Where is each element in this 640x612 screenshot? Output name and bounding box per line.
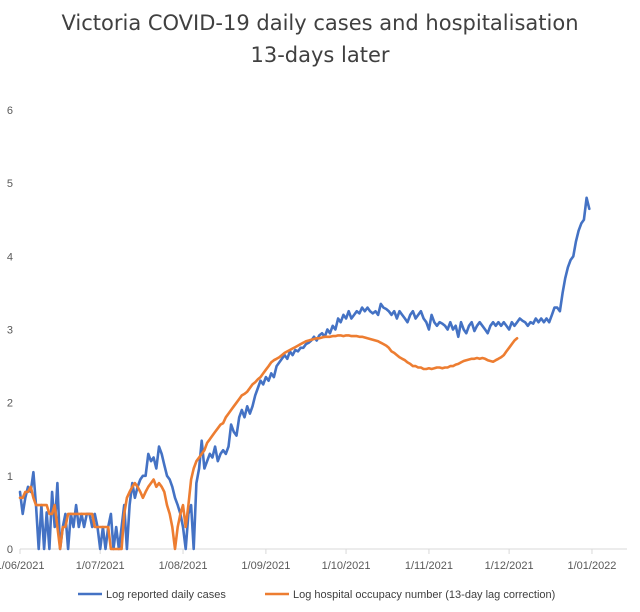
chart-subtitle: 13-days later [250,43,389,67]
legend: Log reported daily cases Log hospital occ… [78,589,555,601]
y-tick-label: 4 [7,251,13,263]
x-tick-label: 1/12/2021 [485,560,534,572]
x-tick-label: 1/01/2022 [567,560,616,572]
x-tick-label: 1/11/2021 [405,560,453,572]
chart-title: Victoria COVID-19 daily cases and hospit… [61,11,578,35]
legend-label: Log hospital occupacy number (13-day lag… [293,589,555,601]
series-layer [18,196,591,551]
legend-label: Log reported daily cases [106,589,226,601]
y-tick-label: 3 [7,325,13,337]
y-tick-label: 2 [7,398,13,410]
x-tick-label: 1/09/2021 [241,560,290,572]
y-tick-label: 0 [7,544,13,556]
y-tick-label: 6 [7,105,13,117]
x-tick-label: 1/07/2021 [76,560,125,572]
x-tick-label: 1/06/2021 [0,560,44,572]
x-tick-label: 1/10/2021 [322,560,371,572]
y-tick-label: 1 [7,471,13,483]
series-line-hospital-occupancy [18,334,519,551]
axes-layer: 0 1 2 3 4 5 6 1/06/2021 1/07/2021 1/08/2021 1/09/2… [0,105,627,572]
x-tick-label: 1/08/2021 [159,560,208,572]
series-line-daily-cases [18,196,591,551]
y-tick-label: 5 [7,178,13,190]
